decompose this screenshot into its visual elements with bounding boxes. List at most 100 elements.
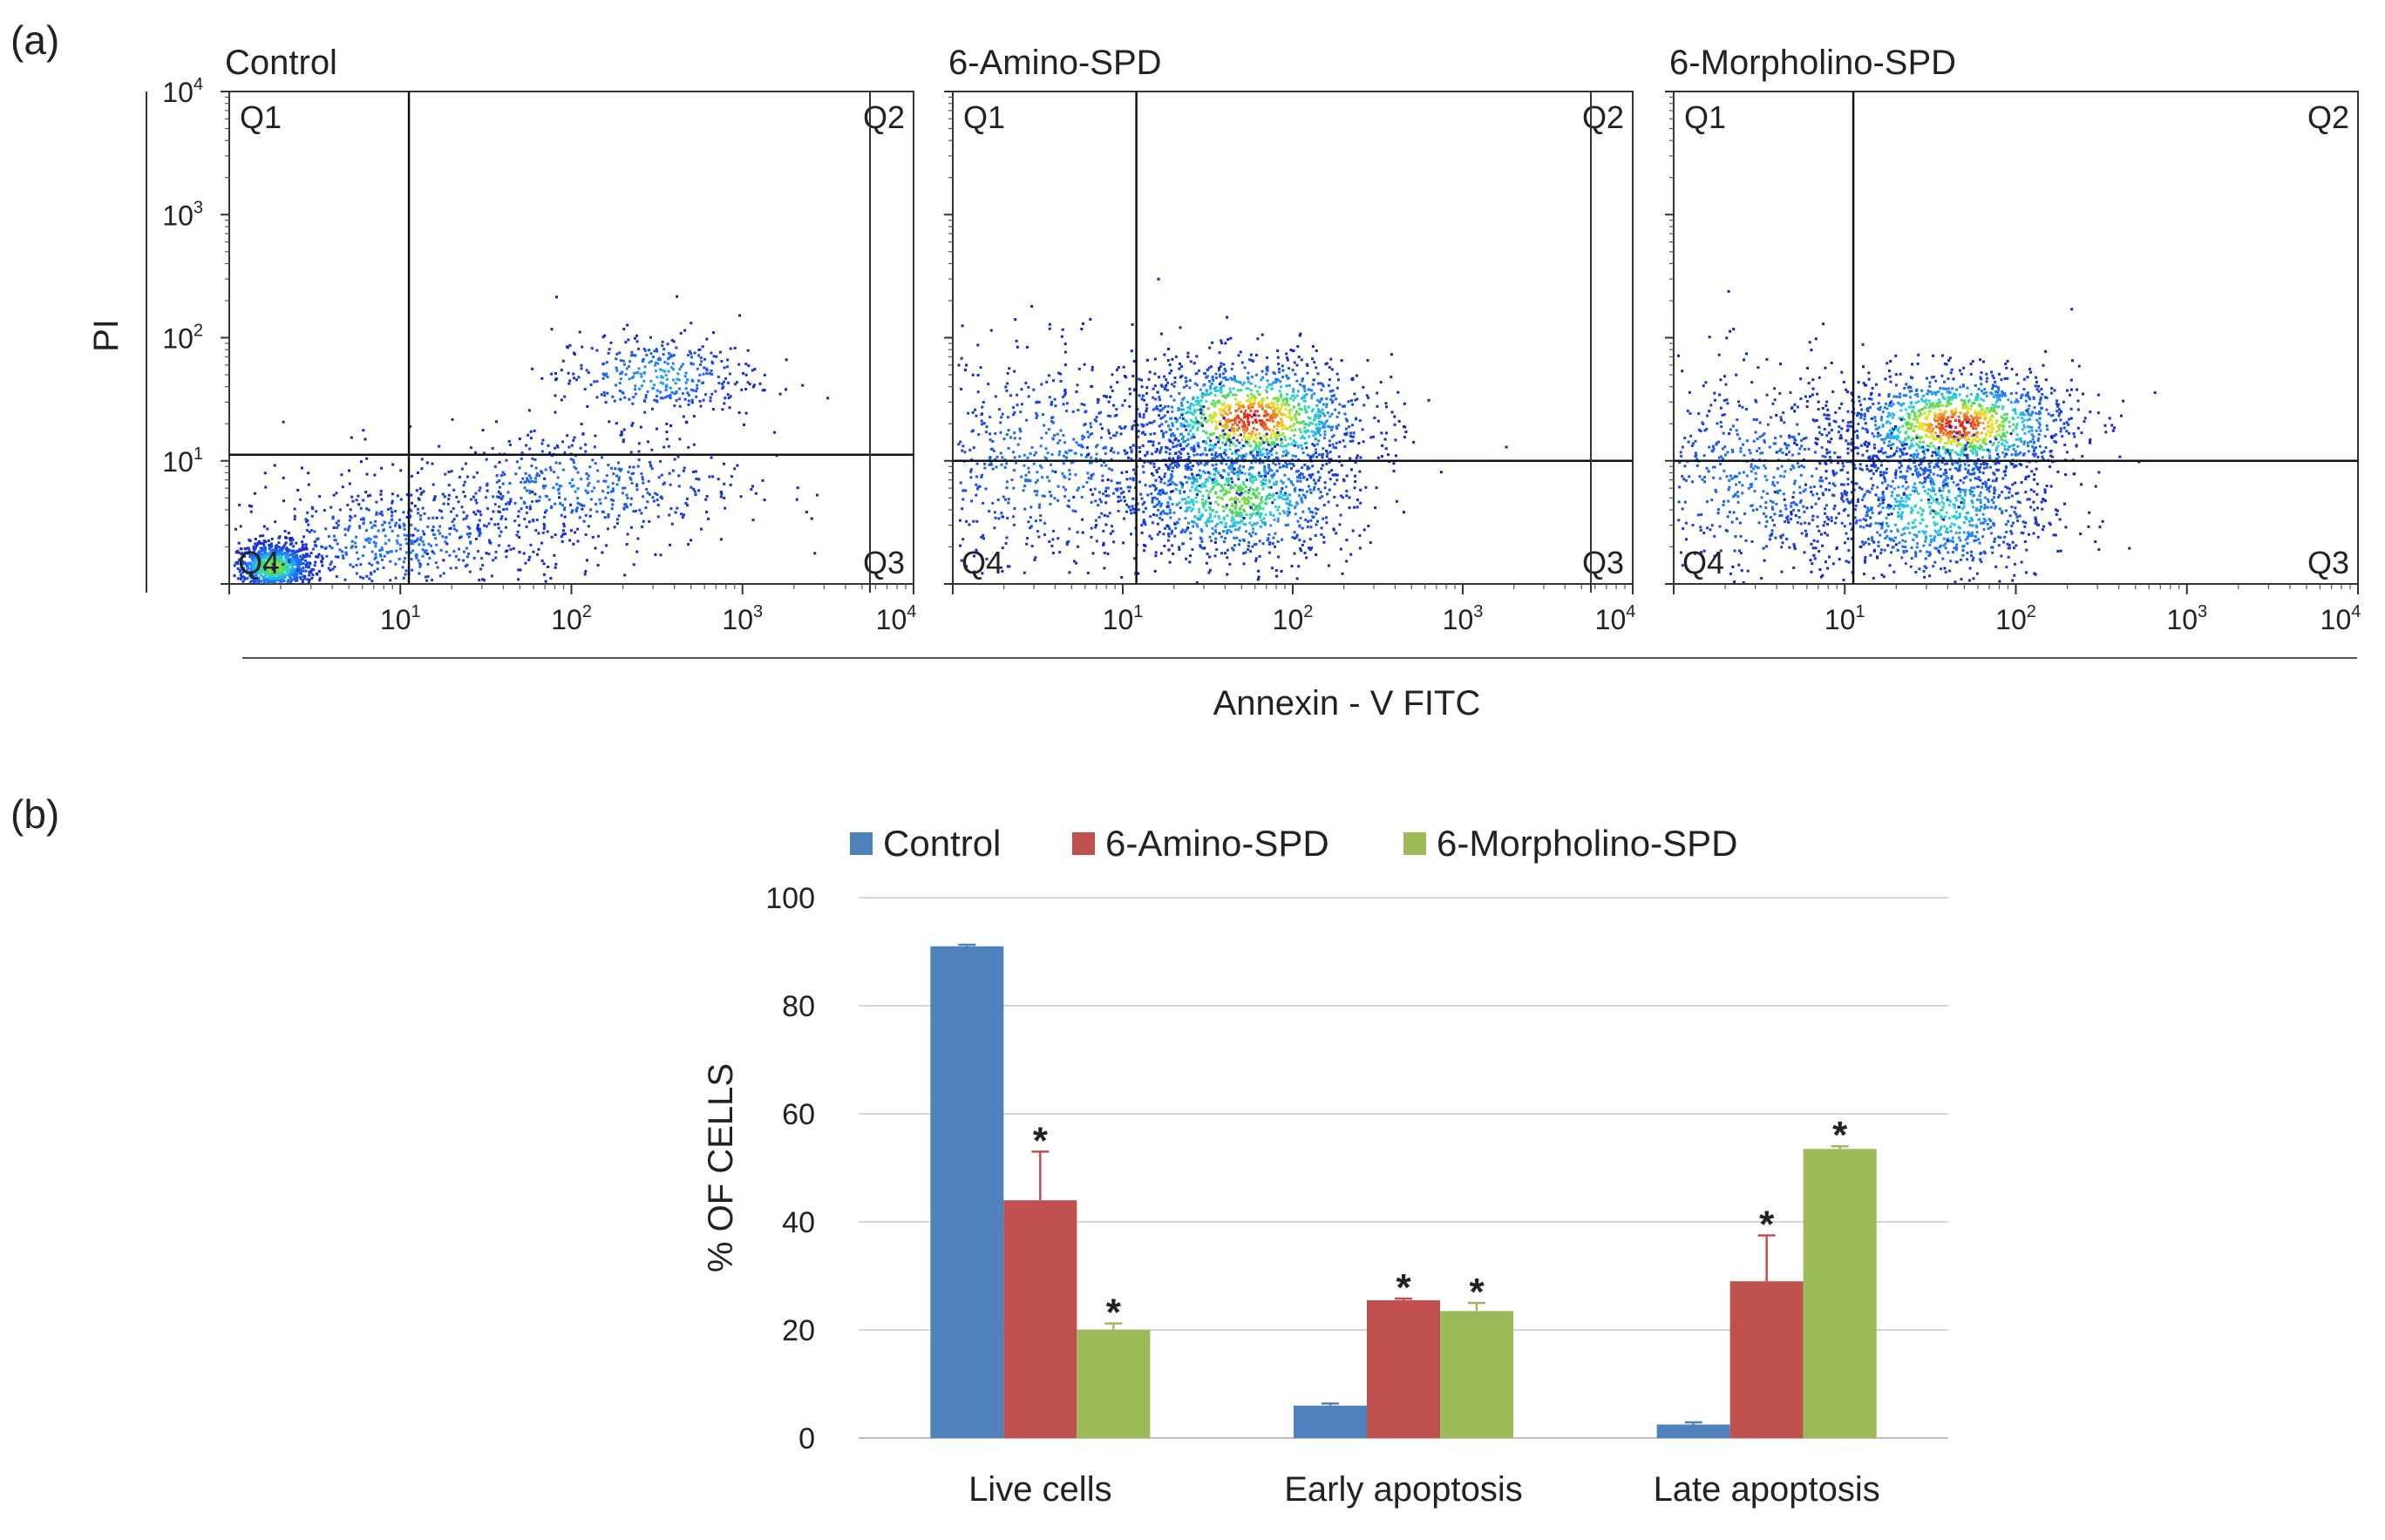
flow-event-point	[280, 564, 283, 567]
flow-event-point	[1351, 439, 1355, 443]
flow-event-point	[1068, 571, 1071, 574]
flow-event-point	[1063, 454, 1065, 458]
flow-event-point	[1293, 405, 1295, 409]
flow-event-point	[1325, 403, 1328, 406]
flow-event-point	[1176, 463, 1179, 466]
flow-event-point	[1180, 498, 1184, 501]
flow-event-point	[1233, 506, 1237, 510]
flow-event-point	[1147, 377, 1151, 381]
flow-event-point	[1240, 389, 1243, 391]
flow-event-point	[1342, 479, 1346, 483]
flow-event-point	[1133, 557, 1137, 560]
flow-event-point	[1310, 546, 1314, 550]
flow-event-point	[1221, 432, 1225, 436]
flow-event-point	[1224, 376, 1227, 379]
flow-event-point	[1180, 365, 1183, 369]
flow-event-point	[519, 568, 522, 572]
flow-event-point	[1192, 409, 1196, 412]
flow-event-point	[1236, 429, 1240, 431]
flow-event-point	[1179, 363, 1181, 365]
flow-event-point	[1308, 488, 1312, 492]
flow-event-point	[278, 570, 281, 573]
flow-event-point	[476, 527, 479, 531]
flow-event-point	[252, 580, 255, 583]
flow-event-point	[676, 506, 679, 510]
flow-event-point	[665, 385, 669, 389]
flow-event-point	[414, 554, 418, 557]
flow-event-point	[1036, 471, 1039, 474]
flow-event-point	[1224, 423, 1227, 426]
flow-event-point	[1162, 510, 1165, 512]
flow-event-point	[636, 465, 640, 468]
flow-event-point	[1362, 404, 1366, 407]
flow-event-point	[1096, 401, 1099, 404]
flow-event-point	[1222, 530, 1226, 533]
flow-event-point	[1206, 553, 1209, 555]
flow-event-point	[687, 445, 690, 449]
flow-event-point	[530, 465, 533, 468]
flow-event-point	[275, 566, 278, 570]
flow-event-point	[1265, 432, 1268, 436]
flow-event-point	[1205, 442, 1208, 445]
flow-event-point	[1210, 391, 1213, 395]
flow-event-point	[1343, 432, 1347, 436]
flow-event-point	[1345, 431, 1349, 435]
flow-event-point	[690, 485, 693, 489]
flow-event-point	[1221, 505, 1225, 508]
flow-event-point	[1263, 428, 1267, 431]
flow-event-point	[690, 352, 693, 356]
flow-event-point	[1214, 372, 1218, 376]
flow-event-point	[562, 522, 566, 526]
flow-event-point	[670, 366, 674, 370]
flow-event-point	[1007, 501, 1010, 505]
flow-event-point	[1319, 400, 1322, 403]
flow-event-point	[1168, 448, 1172, 451]
flow-event-point	[248, 555, 252, 559]
flow-event-point	[472, 511, 476, 514]
flow-event-point	[1241, 425, 1244, 429]
flow-event-point	[746, 381, 750, 384]
flow-event-point	[459, 535, 463, 539]
flow-event-point	[506, 491, 510, 494]
flow-event-point	[1203, 383, 1206, 386]
flow-event-point	[1323, 425, 1327, 429]
flow-event-point	[659, 459, 662, 463]
flow-event-point	[343, 533, 347, 537]
flow-event-point	[1063, 495, 1067, 499]
flow-event-point	[1227, 438, 1231, 442]
flow-event-point	[1258, 404, 1261, 408]
flow-event-point	[737, 363, 741, 366]
flow-event-point	[1241, 428, 1245, 431]
flow-event-point	[1266, 418, 1269, 422]
flow-event-point	[284, 559, 288, 562]
flow-event-point	[607, 464, 610, 467]
flow-event-point	[660, 375, 663, 378]
flow-event-point	[1252, 478, 1255, 482]
flow-event-point	[1274, 406, 1278, 410]
flow-event-point	[669, 386, 672, 390]
flow-event-point	[1054, 471, 1057, 474]
flow-event-point	[517, 515, 520, 518]
flow-event-point	[1202, 440, 1206, 444]
flow-event-point	[1123, 517, 1126, 520]
flow-event-point	[1179, 531, 1183, 534]
flow-event-point	[394, 576, 398, 580]
flow-event-point	[1184, 475, 1187, 478]
flow-event-point	[1270, 383, 1274, 386]
flow-event-point	[310, 505, 314, 509]
flow-event-point	[1250, 432, 1254, 436]
flow-event-point	[1159, 517, 1162, 520]
flow-event-point	[1251, 527, 1254, 531]
flow-event-point	[1223, 406, 1226, 410]
flow-event-point	[486, 489, 489, 492]
flow-event-point	[1288, 404, 1290, 407]
flow-event-point	[1085, 481, 1089, 484]
flow-event-point	[373, 570, 377, 573]
flow-event-point	[479, 567, 482, 571]
flow-event-point	[1217, 440, 1220, 444]
flow-event-point	[256, 571, 260, 574]
flow-event-point	[1197, 369, 1200, 372]
flow-event-point	[692, 471, 695, 473]
flow-event-point	[1167, 533, 1170, 536]
flow-event-point	[1125, 510, 1129, 513]
